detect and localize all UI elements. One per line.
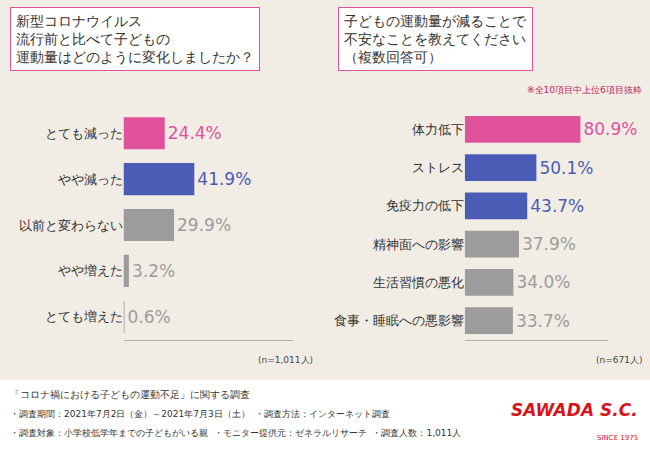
svg-text:やや減った: やや減った [58,172,123,187]
svg-text:・調査対象：小学校低学年までの子どもがいる親 ・モニター提: ・調査対象：小学校低学年までの子どもがいる親 ・モニター提供元：ゼネラルリサーチ… [10,428,461,438]
svg-text:新型コロナウイルス流行前と比べて子どもの運動量はどのように変: 新型コロナウイルス流行前と比べて子どもの運動量はどのように変化しましたか？ [16,13,254,65]
svg-text:免疫力の低下: 免疫力の低下 [386,198,464,213]
svg-text:生活習慣の悪化: 生活習慣の悪化 [373,275,464,290]
svg-text:(n=671人): (n=671人) [596,355,642,365]
svg-text:80.9%: 80.9% [583,119,637,139]
svg-text:「コロナ禍における子どもの運動不足」に関する調査: 「コロナ禍における子どもの運動不足」に関する調査 [10,389,250,400]
svg-text:ストレス: ストレス [412,160,464,175]
svg-text:とても減った: とても減った [45,126,123,141]
svg-text:子どもの運動量が減ることで不安なことを教えてください（複数回: 子どもの運動量が減ることで不安なことを教えてください（複数回答可） [344,13,527,65]
svg-text:29.9%: 29.9% [177,215,231,235]
svg-text:37.9%: 37.9% [522,234,576,254]
svg-text:※全10項目中上位6項目抜粋: ※全10項目中上位6項目抜粋 [527,85,642,95]
svg-text:SINCE 1975: SINCE 1975 [597,434,638,442]
svg-text:33.7%: 33.7% [516,311,570,331]
svg-text:精神面への影響: 精神面への影響 [373,237,464,252]
svg-text:食事・睡眠への悪影響: 食事・睡眠への悪影響 [334,313,464,328]
svg-text:体力低下: 体力低下 [412,122,464,137]
svg-text:(n=1,011人): (n=1,011人) [258,355,313,365]
svg-text:3.2%: 3.2% [132,261,175,281]
svg-text:・調査期間：2021年7月2日（金）～2021年7月3日（土: ・調査期間：2021年7月2日（金）～2021年7月3日（土） ・調査方法：イン… [10,409,390,419]
svg-text:41.9%: 41.9% [197,169,251,189]
svg-text:やや増えた: やや増えた [58,263,123,278]
svg-text:24.4%: 24.4% [168,123,222,143]
svg-text:50.1%: 50.1% [539,158,593,178]
svg-text:0.6%: 0.6% [128,307,171,327]
svg-text:SAWADA S.C.: SAWADA S.C. [511,400,638,420]
svg-text:とても増えた: とても増えた [45,309,123,324]
svg-text:43.7%: 43.7% [530,196,584,216]
svg-text:34.0%: 34.0% [516,272,570,292]
svg-text:以前と変わらない: 以前と変わらない [19,218,123,233]
